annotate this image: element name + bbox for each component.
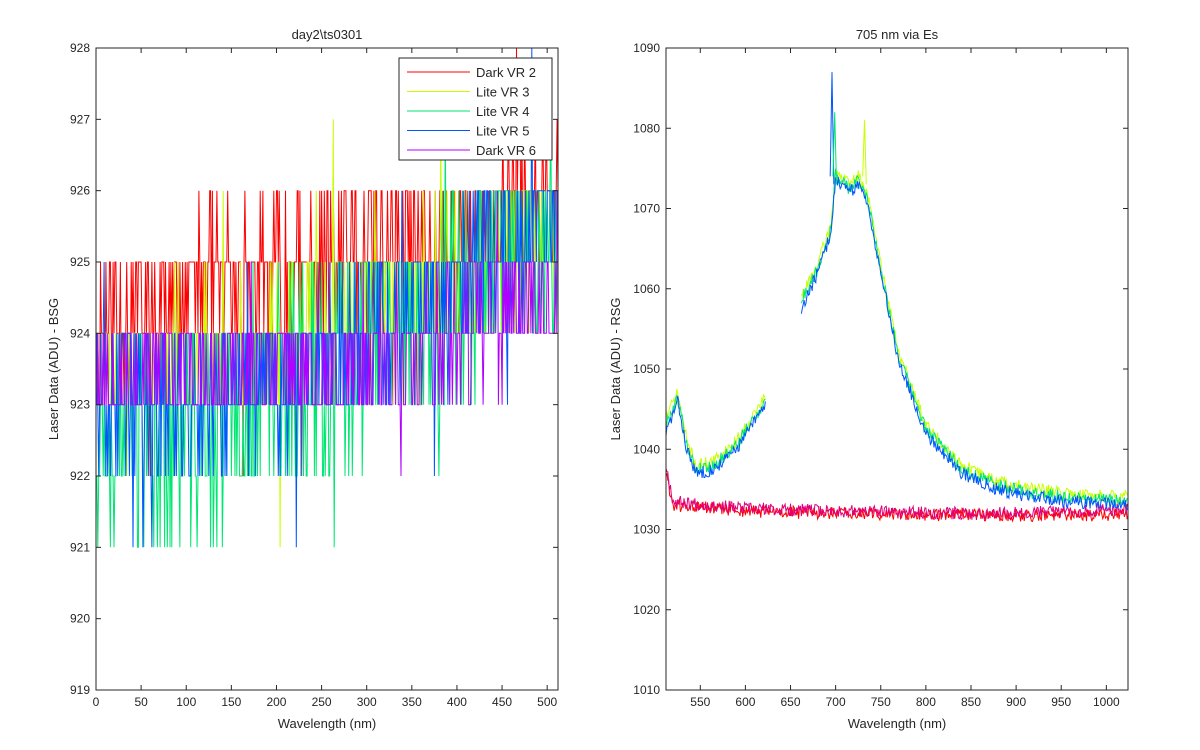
y-tick-label: 926 [70, 184, 90, 198]
y-tick-label: 1040 [633, 442, 660, 456]
x-tick-label: 700 [826, 695, 846, 709]
legend: Dark VR 2 Lite VR 3 Lite VR 4 Lite VR 5 Dark… [398, 57, 553, 161]
x-tick-label: 900 [1006, 695, 1026, 709]
peak-spike [862, 120, 867, 185]
legend-label: Dark VR 6 [476, 143, 536, 158]
ylabel-left: Laser Data (ADU) - BSG [46, 298, 61, 440]
y-tick-label: 924 [70, 326, 90, 340]
x-tick-label: 1000 [1093, 695, 1120, 709]
x-tick-label: 0 [93, 695, 100, 709]
y-tick-label: 919 [70, 683, 90, 697]
title-right: 705 nm via Es [856, 27, 939, 42]
y-tick-label: 1090 [633, 41, 660, 55]
peak-spike [832, 112, 837, 185]
y-tick-label: 921 [70, 540, 90, 554]
y-tick-label: 1010 [633, 683, 660, 697]
x-tick-label: 250 [312, 695, 332, 709]
title-left: day2\ts0301 [292, 27, 363, 42]
x-tick-label: 850 [961, 695, 981, 709]
axes-left-chart: 0 50 100 150 200 250 300 350 400 450 500 919 920 921 9… [46, 27, 559, 731]
legend-label: Lite VR 3 [476, 85, 529, 100]
y-tick-label: 1050 [633, 362, 660, 376]
y-tick-label: 925 [70, 255, 90, 269]
y-tick-label: 928 [70, 41, 90, 55]
x-tick-label: 100 [176, 695, 196, 709]
y-tick-label: 920 [70, 612, 90, 626]
y-tick-label: 1080 [633, 121, 660, 135]
legend-label: Dark VR 2 [476, 65, 536, 80]
x-tick-label: 450 [492, 695, 512, 709]
axes-box-left [95, 47, 559, 691]
series-line-left [96, 119, 558, 548]
x-tick-label: 800 [916, 695, 936, 709]
x-tick-label: 200 [266, 695, 286, 709]
legend-box [398, 57, 553, 161]
y-tick-label: 927 [70, 112, 90, 126]
right-ticks: 550 600 650 700 750 800 850 900 950 1000 1010 1020 1… [633, 41, 1128, 709]
peak-spike [829, 72, 835, 185]
x-tick-label: 150 [221, 695, 241, 709]
x-tick-label: 950 [1051, 695, 1071, 709]
series-line-right [800, 168, 1128, 507]
x-tick-label: 600 [735, 695, 755, 709]
x-tick-label: 50 [134, 695, 148, 709]
left-ticks: 0 50 100 150 200 250 300 350 400 450 500 919 920 921 9… [70, 41, 558, 709]
y-tick-label: 1030 [633, 523, 660, 537]
x-tick-label: 300 [357, 695, 377, 709]
ylabel-right: Laser Data (ADU) - RSG [608, 297, 623, 440]
x-tick-label: 650 [781, 695, 801, 709]
xlabel-left: Wavelength (nm) [278, 716, 377, 731]
left-series-lines [96, 48, 558, 548]
series-line-right [666, 468, 1128, 521]
xlabel-right: Wavelength (nm) [848, 716, 947, 731]
series-line-right [666, 395, 766, 479]
x-tick-label: 350 [402, 695, 422, 709]
legend-label: Lite VR 4 [476, 104, 529, 119]
legend-label: Lite VR 5 [476, 124, 529, 139]
x-tick-label: 400 [447, 695, 467, 709]
legend-items: Dark VR 2 Lite VR 3 Lite VR 4 Lite VR 5 Dark… [407, 65, 536, 158]
x-tick-label: 550 [690, 695, 710, 709]
y-tick-label: 923 [70, 398, 90, 412]
series-line-right [800, 176, 1128, 510]
series-line-left [96, 190, 558, 477]
x-tick-label: 500 [537, 695, 557, 709]
y-tick-label: 1060 [633, 282, 660, 296]
right-series-lines [666, 72, 1128, 523]
x-tick-label: 750 [871, 695, 891, 709]
y-tick-label: 1020 [633, 603, 660, 617]
axes-right-chart: 550 600 650 700 750 800 850 900 950 1000 1010 1020 1… [608, 27, 1129, 731]
plot-area-right [666, 48, 1128, 690]
y-tick-label: 1070 [633, 202, 660, 216]
series-line-right [666, 473, 1128, 523]
y-tick-label: 922 [70, 469, 90, 483]
